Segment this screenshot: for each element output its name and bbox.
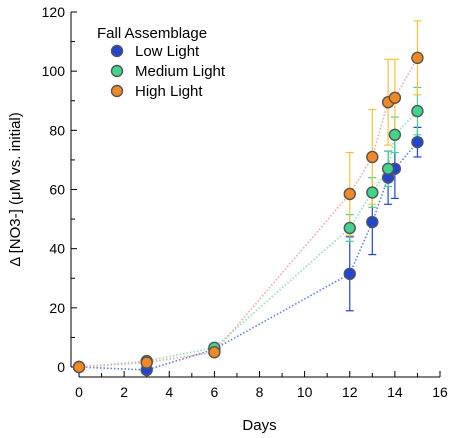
legend-label: High Light [135,83,203,100]
data-point [411,51,424,65]
data-point [343,187,356,201]
y-tick-label: 80 [49,122,65,138]
data-point [388,91,402,104]
data-markers [72,51,424,377]
legend-label: Medium Light [135,63,226,80]
data-point [411,104,424,118]
y-tick-label: 60 [49,182,65,198]
x-tick-label: 14 [387,384,403,400]
data-point [366,215,379,229]
data-point [72,360,86,374]
y-tick-label: 100 [42,63,66,79]
data-point [343,221,356,235]
data-point [381,162,395,175]
x-tick-label: 2 [120,384,128,400]
y-tick-label: 0 [57,359,65,375]
x-tick-label: 12 [342,384,358,400]
legend-label: Low Light [135,43,200,60]
legend-marker [110,84,124,98]
axes: 0 2 4 6 8 10 12 14 16 0 20 40 60 80 100 120 [42,4,448,400]
series-line [78,57,419,368]
series-line [78,141,419,371]
x-tick-label: 6 [210,384,218,400]
y-axis-title: Δ [NO3-] (μM vs. initial) [7,112,24,267]
x-tick-label: 10 [297,384,313,400]
y-tick-label: 40 [49,241,65,257]
x-tick-label: 4 [165,384,173,400]
y-tick-label: 120 [42,4,66,20]
data-point [366,150,379,164]
data-point [366,186,379,199]
x-tick-label: 8 [256,384,264,400]
data-point [343,267,356,281]
data-point [208,346,221,359]
legend-marker [110,64,124,78]
series-lines [78,57,419,371]
data-point [411,135,424,149]
x-tick-label: 0 [75,384,83,400]
data-point [140,356,153,369]
legend-marker [110,44,124,58]
series-line [78,110,419,368]
data-point [388,128,402,141]
x-axis-title: Days [242,417,276,434]
y-tick-label: 20 [49,300,65,316]
x-tick-label: 16 [432,384,448,400]
legend-title: Fall Assemblage [97,25,207,42]
